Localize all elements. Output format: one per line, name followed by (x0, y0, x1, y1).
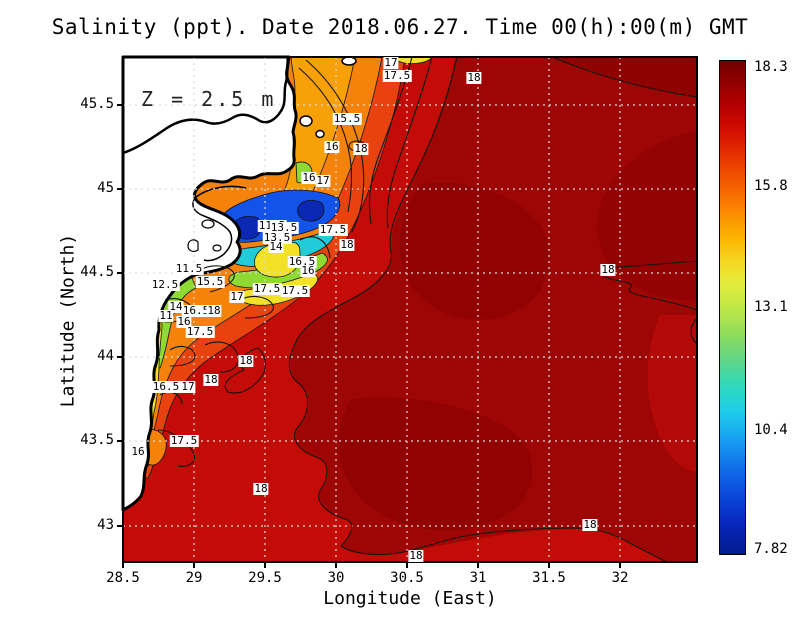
contour-label: 17.5 (382, 69, 412, 82)
contour-18-bottom (415, 527, 668, 563)
sea-dark-patches (338, 57, 697, 531)
contour-18-tongue (601, 260, 698, 311)
plot-frame (122, 56, 698, 563)
x-tick-mark (619, 562, 621, 568)
x-tick-label: 29.5 (248, 570, 282, 586)
contour-label: 17.5 (252, 282, 282, 295)
contour-label: 17.5 (318, 223, 348, 236)
contour-label: 15.5 (332, 112, 362, 125)
x-tick-mark (548, 562, 550, 568)
contour-lines (157, 56, 698, 563)
contour-label: 17.5 (185, 325, 215, 338)
colorbar-tick-label: 18.3 (754, 59, 788, 75)
x-tick-mark (122, 562, 124, 568)
contour-label: 11 (158, 309, 174, 322)
depth-annotation: Z = 2.5 m (141, 87, 277, 111)
x-tick-mark (335, 562, 337, 568)
contour-label: 16 (301, 171, 317, 184)
y-tick-mark (117, 356, 123, 358)
delta-islets (299, 56, 357, 139)
colorbar (719, 60, 746, 555)
y-tick-label: 44.5 (80, 264, 114, 280)
contour-label: 18 (408, 549, 424, 562)
contour-label: 17.5 (280, 284, 310, 297)
x-tick-label: 30.5 (390, 570, 424, 586)
x-axis-label: Longitude (East) (323, 588, 497, 609)
contour-label: 16 (324, 140, 340, 153)
contour-label: 16.5 (151, 380, 181, 393)
y-tick-mark (117, 272, 123, 274)
contour-18-topright (551, 56, 698, 98)
x-tick-label: 31.5 (532, 570, 566, 586)
contour-label: 16.5 (181, 304, 211, 317)
x-tick-mark (406, 562, 408, 568)
contour-label: 18 (600, 263, 616, 276)
contour-label: 18 (206, 304, 222, 317)
contour-label: 15.5 (195, 275, 225, 288)
contour-label: 18 (353, 142, 369, 155)
x-tick-label: 31 (469, 570, 487, 586)
contour-label: 17 (315, 174, 331, 187)
contour-label: 11.5 (174, 262, 204, 275)
contour-label: 13.5 (269, 221, 299, 234)
land-coastline (121, 55, 298, 512)
contour-label: 12.5 (150, 278, 180, 291)
y-tick-label: 44 (97, 348, 114, 364)
contour-label: 18 (466, 71, 482, 84)
contour-label: 18 (339, 238, 355, 251)
contour-label: 18 (582, 518, 598, 531)
contour-label: 17.5 (169, 434, 199, 447)
y-tick-label: 45.5 (80, 96, 114, 112)
x-tick-mark (477, 562, 479, 568)
contour-label: 16 (300, 264, 316, 277)
contour-18-main (288, 56, 458, 556)
x-tick-label: 28.5 (106, 570, 140, 586)
contour-label: 18 (253, 482, 269, 495)
y-tick-mark (117, 440, 123, 442)
contour-label: 16 (176, 315, 192, 328)
contour-label: 17 (180, 380, 196, 393)
y-tick-label: 43 (97, 517, 114, 533)
x-tick-mark (193, 562, 195, 568)
contour-label: 16 (130, 445, 146, 458)
x-tick-mark (264, 562, 266, 568)
lagoon-details (187, 185, 247, 262)
contour-label: 17 (383, 56, 399, 69)
colorbar-tick-label: 10.4 (754, 422, 788, 438)
y-axis-label: Latitude (North) (57, 233, 79, 408)
y-tick-label: 45 (97, 180, 114, 196)
contour-label: 14 (268, 240, 284, 253)
colorbar-tick-label: 7.82 (754, 541, 788, 557)
figure-title: Salinity (ppt). Date 2018.06.27. Time 00… (51, 15, 749, 39)
y-tick-label: 43.5 (80, 432, 114, 448)
contour-label: 18 (238, 354, 254, 367)
colorbar-tick-label: 13.1 (754, 299, 788, 315)
y-tick-mark (117, 525, 123, 527)
danube-river-line (122, 56, 290, 155)
x-tick-label: 30 (327, 570, 345, 586)
y-tick-mark (117, 188, 123, 190)
colorbar-tick-label: 15.8 (754, 178, 788, 194)
x-tick-label: 32 (611, 570, 629, 586)
y-tick-mark (117, 104, 123, 106)
contour-label: 18 (203, 373, 219, 386)
x-tick-label: 29 (185, 570, 203, 586)
contour-label: 17 (229, 290, 245, 303)
